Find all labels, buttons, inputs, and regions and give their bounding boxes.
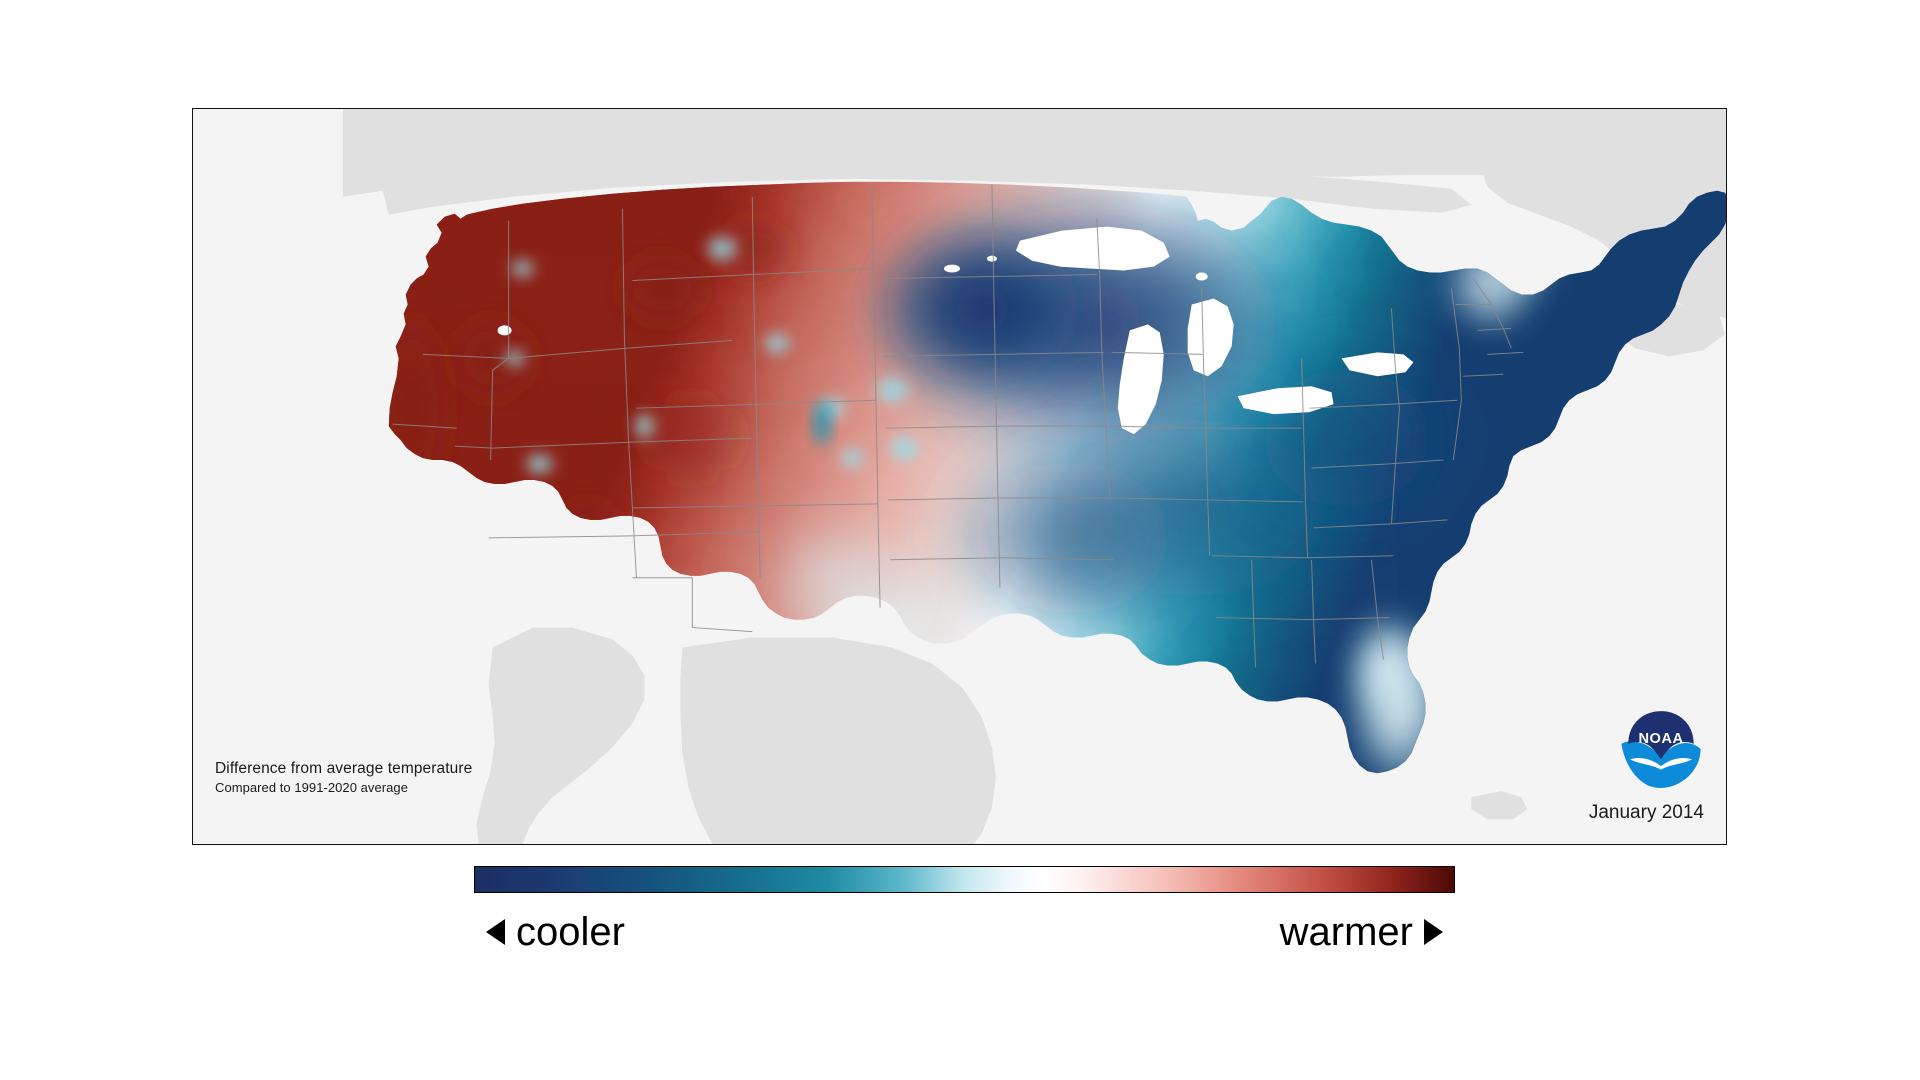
map-caption: Difference from average temperature Comp… xyxy=(215,759,472,796)
triangle-left-icon xyxy=(486,919,505,945)
legend-cooler: cooler xyxy=(486,910,625,955)
noaa-wave xyxy=(1621,741,1701,788)
triangle-right-icon xyxy=(1424,919,1443,945)
noaa-logo: NOAA xyxy=(1621,711,1701,788)
legend-warmer: warmer xyxy=(1280,910,1443,955)
noaa-seagull xyxy=(1630,757,1692,770)
noaa-dome xyxy=(1628,711,1694,760)
great-lakes xyxy=(497,226,1414,435)
map-panel: Difference from average temperature Comp… xyxy=(192,108,1727,845)
legend-warmer-label: warmer xyxy=(1279,909,1413,954)
colorbar-container xyxy=(474,866,1455,893)
temperature-anomaly-colorbar xyxy=(474,866,1455,893)
caption-secondary: Compared to 1991-2020 average xyxy=(215,779,408,795)
caption-primary: Difference from average temperature xyxy=(215,760,473,778)
temperature-anomaly-map xyxy=(193,109,1726,844)
noaa-wordmark: NOAA xyxy=(1638,731,1683,747)
surrounding-landmass xyxy=(342,109,1726,844)
legend-cooler-label: cooler xyxy=(516,909,625,954)
date-label: January 2014 xyxy=(1588,802,1704,823)
state-boundaries xyxy=(392,184,1524,668)
legend-labels: cooler warmer xyxy=(474,906,1455,958)
